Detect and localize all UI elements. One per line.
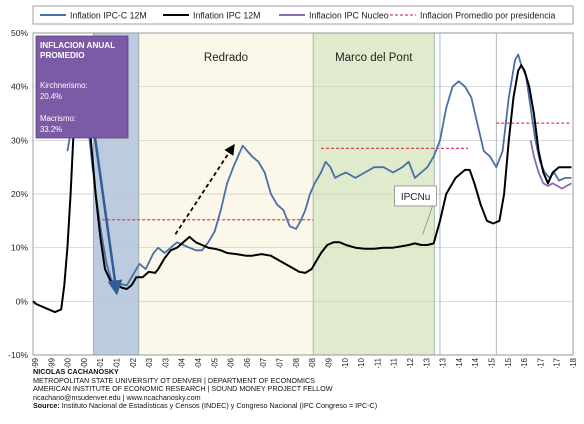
x-tick-label-7: Feb-03 [145,358,154,368]
y-tick-label-0: -10% [8,350,28,360]
legend-label-0: Inflation IPC-C 12M [70,11,147,21]
plot-frame [32,32,574,356]
info-box-kirchnerismo-label: Kirchnerismo: [40,81,88,90]
credit-line-3: ncachano@msudenver.edu | www.ncachanosky… [33,392,201,402]
credit-source: Source: Instituto Nacional de Estadístic… [33,402,377,411]
credit-source-label: Source: [33,401,60,411]
x-tick-label-33: Apr-18 [569,358,578,368]
ipcnu-callout: IPCNu [394,185,437,235]
x-tick-label-19: Feb-10 [341,357,350,368]
x-tick-label-23: Jun-12 [406,358,415,368]
x-tick-label-21: Apr-11 [373,358,382,368]
x-tick-label-16: May-08 [292,358,301,368]
x-tick-label-25: Aug-13 [439,358,448,368]
x-tick-label-11: Jun-05 [210,357,219,368]
legend: Inflation IPC-C 12M Inflation IPC 12M Infl… [32,5,574,25]
arrow-redrado [174,143,235,235]
x-tick-label-13: Aug-06 [243,358,252,368]
x-tick-label-22: Nov-11 [390,358,399,368]
credit-line-2: AMERICAN INSTITUTE OF ECONOMIC RESEARCH … [33,384,333,394]
region-label-2: Marco del Pont [335,52,413,64]
x-tick-label-2: Mar-00 [64,357,73,368]
x-tick-label-26: Mar-14 [455,357,464,368]
y-tick-label-4: 30% [11,135,28,145]
x-tick-label-20: Sep-10 [357,357,366,368]
x-tick-label-15: Oct-07 [276,358,285,368]
x-tick-label-29: Dec-15 [504,357,513,368]
x-tick-label-8: Sep-03 [161,358,170,368]
credits: NICOLAS CACHANOSKY METROPOLITAN STATE UN… [33,367,377,411]
x-tick-label-24: Jan-13 [422,358,431,368]
y-tick-labels: -10% 0% 10% 20% 30% 40% 50% [8,28,28,360]
legend-label-1: Inflation IPC 12M [193,11,260,21]
x-tick-label-5: Dec-01 [113,358,122,368]
x-tick-label-6: Jul-02 [129,358,138,368]
x-tick-label-1: Aug-99 [47,358,56,368]
series-line-2 [529,140,572,190]
x-tick-label-17: Dec-08 [308,358,317,368]
x-tick-label-28: May-15 [487,357,496,368]
x-tick-label-27: Oct-14 [471,357,480,368]
x-tick-label-4: May-01 [96,358,105,368]
x-tick-label-30: Jul-16 [520,358,529,368]
info-box-title: INFLACION ANUAL PROMEDIO [40,41,115,60]
y-tick-label-2: 10% [11,243,28,253]
x-tick-label-0: Jan-99 [31,358,40,368]
y-tick-label-6: 50% [11,28,28,38]
x-tick-label-31: Feb-17 [536,358,545,368]
info-box-bg [35,35,129,139]
x-tick-label-3: Oct-00 [80,357,89,368]
ipcnu-box [394,185,437,207]
info-box-kirchnerismo-value: 20.4% [40,92,62,101]
x-tick-label-14: Mar-07 [259,358,268,368]
info-box-macrismo-value: 33.2% [40,125,62,134]
x-tick-label-9: Apr-04 [178,357,187,368]
x-tick-label-18: Jul-09 [324,358,333,368]
x-tick-label-10: Nov-04 [194,357,203,368]
y-tick-label-1: 0% [16,296,29,306]
ipcnu-label: IPCNu [401,192,430,203]
series-line-0 [66,53,572,287]
y-tick-label-3: 20% [11,189,28,199]
credit-source-text: Instituto Nacional de Estadísticas y Cen… [61,401,378,411]
series-line-1 [32,64,572,314]
x-tick-label-12: Jan-06 [227,358,236,368]
region-label-1: Redrado [204,52,248,64]
x-tick-labels: Jan-99 Aug-99 Mar-00 Oct-00 May-01 Dec-01 Jul-… [31,357,578,368]
credit-author: NICOLAS CACHANOSKY [33,367,119,376]
y-tick-label-5: 40% [11,82,28,92]
legend-label-3: Inflacion Promedio por presidencia [420,11,556,21]
legend-label-2: Inflacion IPC Nucleo [309,11,389,21]
info-box-macrismo-label: Macrismo: [40,114,76,123]
info-box: INFLACION ANUAL PROMEDIO Kirchnerismo: 20.4… [35,35,129,139]
series-lines [32,53,572,314]
inflation-chart: -10% 0% 10% 20% 30% 40% 50% Jan-99 Aug-99 Mar-00… [8,5,578,368]
credit-line-1: METROPOLITAN STATE UNIVERSITY OT DENVER … [33,375,315,385]
average-lines [97,122,572,221]
x-tick-label-32: Sep-17 [553,358,562,368]
ipcnu-leader [422,205,433,235]
